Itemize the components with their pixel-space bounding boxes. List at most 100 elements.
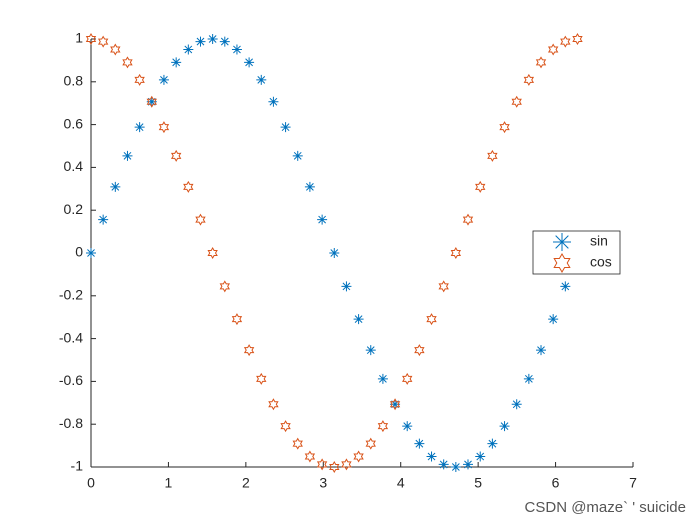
marker-shape xyxy=(487,438,498,449)
point xyxy=(572,33,583,45)
marker-shape xyxy=(110,43,121,56)
marker-shape xyxy=(86,248,96,258)
point xyxy=(207,247,218,259)
point xyxy=(353,450,364,463)
marker-shape xyxy=(353,450,364,463)
point xyxy=(231,44,242,55)
point xyxy=(547,43,559,56)
marker-shape xyxy=(317,214,328,225)
point xyxy=(134,122,145,133)
point xyxy=(170,149,182,162)
marker-shape xyxy=(280,420,291,433)
marker-shape xyxy=(462,213,474,226)
point xyxy=(511,95,522,108)
marker-shape xyxy=(560,35,571,48)
point xyxy=(438,459,449,470)
marker-shape xyxy=(341,458,352,471)
marker-shape xyxy=(183,180,194,193)
point xyxy=(499,421,510,432)
marker-shape xyxy=(511,95,522,108)
y-tick-label: -1 xyxy=(71,458,84,474)
y-tick-label: -0.4 xyxy=(59,329,83,345)
point xyxy=(450,247,462,259)
point xyxy=(280,420,291,433)
point xyxy=(414,344,425,357)
marker-shape xyxy=(268,398,279,411)
point xyxy=(158,74,169,85)
point xyxy=(536,345,547,356)
marker-shape xyxy=(329,248,340,258)
marker-shape xyxy=(390,399,401,410)
marker-shape xyxy=(219,36,230,47)
point xyxy=(268,398,279,411)
marker-shape xyxy=(535,56,547,69)
marker-shape xyxy=(353,314,364,325)
x-tick-label: 2 xyxy=(242,475,250,491)
marker-shape xyxy=(146,95,157,108)
point xyxy=(146,96,157,107)
point xyxy=(329,461,340,473)
marker-shape xyxy=(304,450,316,463)
y-tick-label: 0 xyxy=(75,244,83,260)
point xyxy=(487,438,498,449)
point xyxy=(341,281,352,292)
legend-marker xyxy=(553,233,571,251)
point xyxy=(426,451,437,462)
point xyxy=(219,36,230,47)
point xyxy=(183,44,194,55)
marker-shape xyxy=(414,344,425,357)
point xyxy=(523,73,535,86)
point xyxy=(195,213,206,226)
marker-shape xyxy=(268,96,279,107)
point xyxy=(438,280,449,293)
point xyxy=(110,181,121,192)
point xyxy=(560,281,571,292)
point xyxy=(122,56,133,69)
marker-shape xyxy=(547,43,559,56)
legend-marker xyxy=(553,253,571,273)
marker-shape xyxy=(292,437,303,450)
marker-shape xyxy=(195,36,206,47)
y-tick-label: 0.2 xyxy=(64,201,84,217)
y-tick-label: 0.4 xyxy=(64,158,84,174)
point xyxy=(390,399,401,410)
marker-shape xyxy=(499,421,510,432)
marker-shape xyxy=(207,34,218,44)
point xyxy=(389,398,401,411)
marker-shape xyxy=(438,459,449,470)
point xyxy=(511,399,522,410)
marker-shape xyxy=(122,56,133,69)
marker-shape xyxy=(377,420,389,433)
marker-shape xyxy=(256,74,267,85)
marker-shape xyxy=(426,313,437,326)
point xyxy=(475,451,486,462)
marker-shape xyxy=(171,57,182,68)
point xyxy=(158,121,170,134)
point xyxy=(402,372,413,385)
watermark: CSDN @maze` ' suicide xyxy=(525,499,686,516)
point xyxy=(499,121,510,134)
marker-shape xyxy=(195,213,206,226)
marker-shape xyxy=(402,372,413,385)
point xyxy=(256,372,267,385)
x-tick-label: 6 xyxy=(552,475,560,491)
point xyxy=(316,458,328,471)
x-tick-label: 4 xyxy=(397,475,405,491)
point xyxy=(317,214,328,225)
marker-shape xyxy=(377,373,388,384)
point xyxy=(207,34,218,44)
marker-shape xyxy=(207,247,218,259)
marker-shape xyxy=(329,461,340,473)
point xyxy=(146,95,157,108)
y-tick-label: 0.8 xyxy=(64,73,84,89)
point xyxy=(85,33,97,45)
marker-shape xyxy=(389,398,401,411)
marker-shape xyxy=(450,247,462,259)
point xyxy=(243,344,255,357)
point xyxy=(402,421,413,432)
point xyxy=(548,314,559,325)
marker-shape xyxy=(146,96,157,107)
legend-label: sin xyxy=(590,233,608,249)
point xyxy=(463,459,473,470)
